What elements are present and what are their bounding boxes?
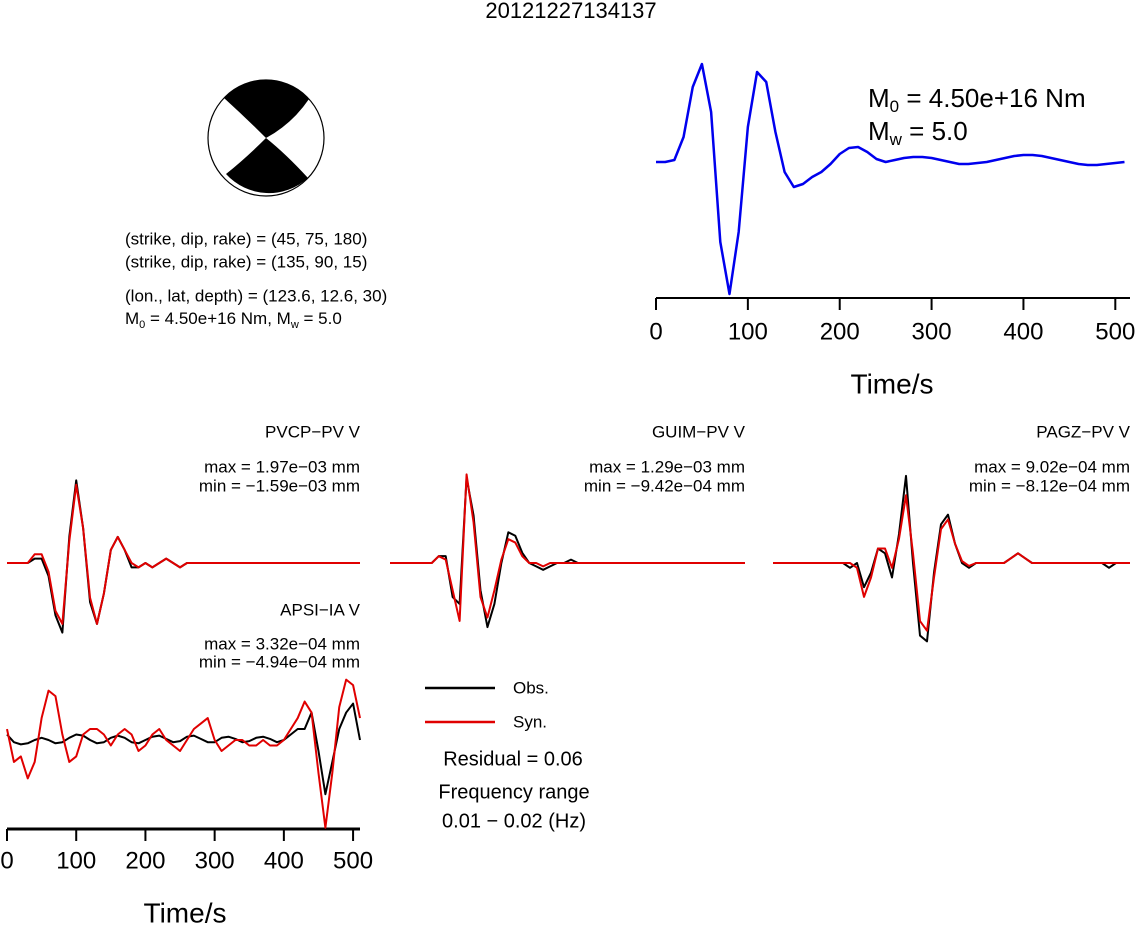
- annotation: min = −1.59e−03 mm: [199, 476, 360, 495]
- subscript: w: [889, 130, 903, 149]
- text-part: M: [868, 116, 890, 146]
- x-tick-label: 100: [56, 847, 96, 874]
- residual-label: Residual = 0.06: [443, 748, 583, 770]
- annotation: max = 3.32e−04 mm: [204, 634, 360, 653]
- panel-title: GUIM−PV V: [652, 422, 746, 441]
- annotation: max = 1.29e−03 mm: [589, 457, 745, 476]
- frequency-title: Frequency range: [438, 781, 589, 803]
- panel-title: PVCP−PV V: [265, 422, 361, 441]
- panel-title: APSI−IA V: [280, 600, 361, 619]
- subscript: 0: [890, 97, 899, 116]
- annotation: max = 9.02e−04 mm: [974, 457, 1130, 476]
- waveform: [390, 476, 745, 629]
- text-part: = 4.50e+16 Nm, M: [145, 309, 291, 328]
- text-part: M: [868, 83, 890, 113]
- x-tick-label: 200: [820, 318, 860, 345]
- legend-label: Obs.: [513, 678, 549, 697]
- waveform: [390, 473, 745, 622]
- frequency-range: 0.01 − 0.02 (Hz): [442, 810, 586, 832]
- legend-label: Syn.: [513, 712, 547, 731]
- subscript: w: [290, 319, 299, 331]
- x-axis-label: Time/s: [144, 897, 227, 928]
- panel-title: PAGZ−PV V: [1036, 422, 1130, 441]
- x-axis-label: Time/s: [851, 368, 934, 399]
- x-tick-label: 200: [125, 847, 165, 874]
- text-part: M: [125, 309, 139, 328]
- annotation: min = −4.94e−04 mm: [199, 652, 360, 671]
- figure-title: 20121227134137: [485, 0, 656, 23]
- x-tick-label: 100: [728, 318, 768, 345]
- annotation: Mw = 5.0: [868, 116, 968, 150]
- text-part: = 4.50e+16 Nm: [899, 83, 1085, 113]
- waveform: [6, 678, 361, 829]
- beachball-compression: [224, 79, 309, 138]
- location-label: (lon., lat, depth) = (123.6, 12.6, 30): [125, 286, 387, 305]
- waveform: [6, 702, 361, 796]
- waveform: [773, 474, 1130, 643]
- x-tick-label: 0: [0, 847, 13, 874]
- moment-label: M0 = 4.50e+16 Nm, Mw = 5.0: [125, 309, 342, 330]
- waveform: [7, 483, 360, 625]
- annotation: max = 1.97e−03 mm: [204, 457, 360, 476]
- plane-label: (strike, dip, rake) = (45, 75, 180): [125, 229, 367, 248]
- plane-label: (strike, dip, rake) = (135, 90, 15): [125, 252, 367, 271]
- text-part: = 5.0: [902, 116, 968, 146]
- x-tick-label: 500: [333, 847, 373, 874]
- annotation: min = −9.42e−04 mm: [584, 476, 745, 495]
- x-tick-label: 300: [912, 318, 952, 345]
- waveform: [773, 494, 1130, 632]
- x-tick-label: 500: [1095, 318, 1135, 345]
- subscript: 0: [139, 319, 145, 331]
- x-tick-label: 400: [1003, 318, 1043, 345]
- annotation: M0 = 4.50e+16 Nm: [868, 83, 1086, 117]
- x-tick-label: 300: [195, 847, 235, 874]
- waveform: [656, 62, 1125, 296]
- x-tick-label: 0: [649, 318, 662, 345]
- annotation: min = −8.12e−04 mm: [969, 476, 1130, 495]
- x-tick-label: 400: [264, 847, 304, 874]
- beachball: [207, 79, 325, 197]
- beachball-compression: [226, 138, 308, 194]
- text-part: = 5.0: [299, 309, 342, 328]
